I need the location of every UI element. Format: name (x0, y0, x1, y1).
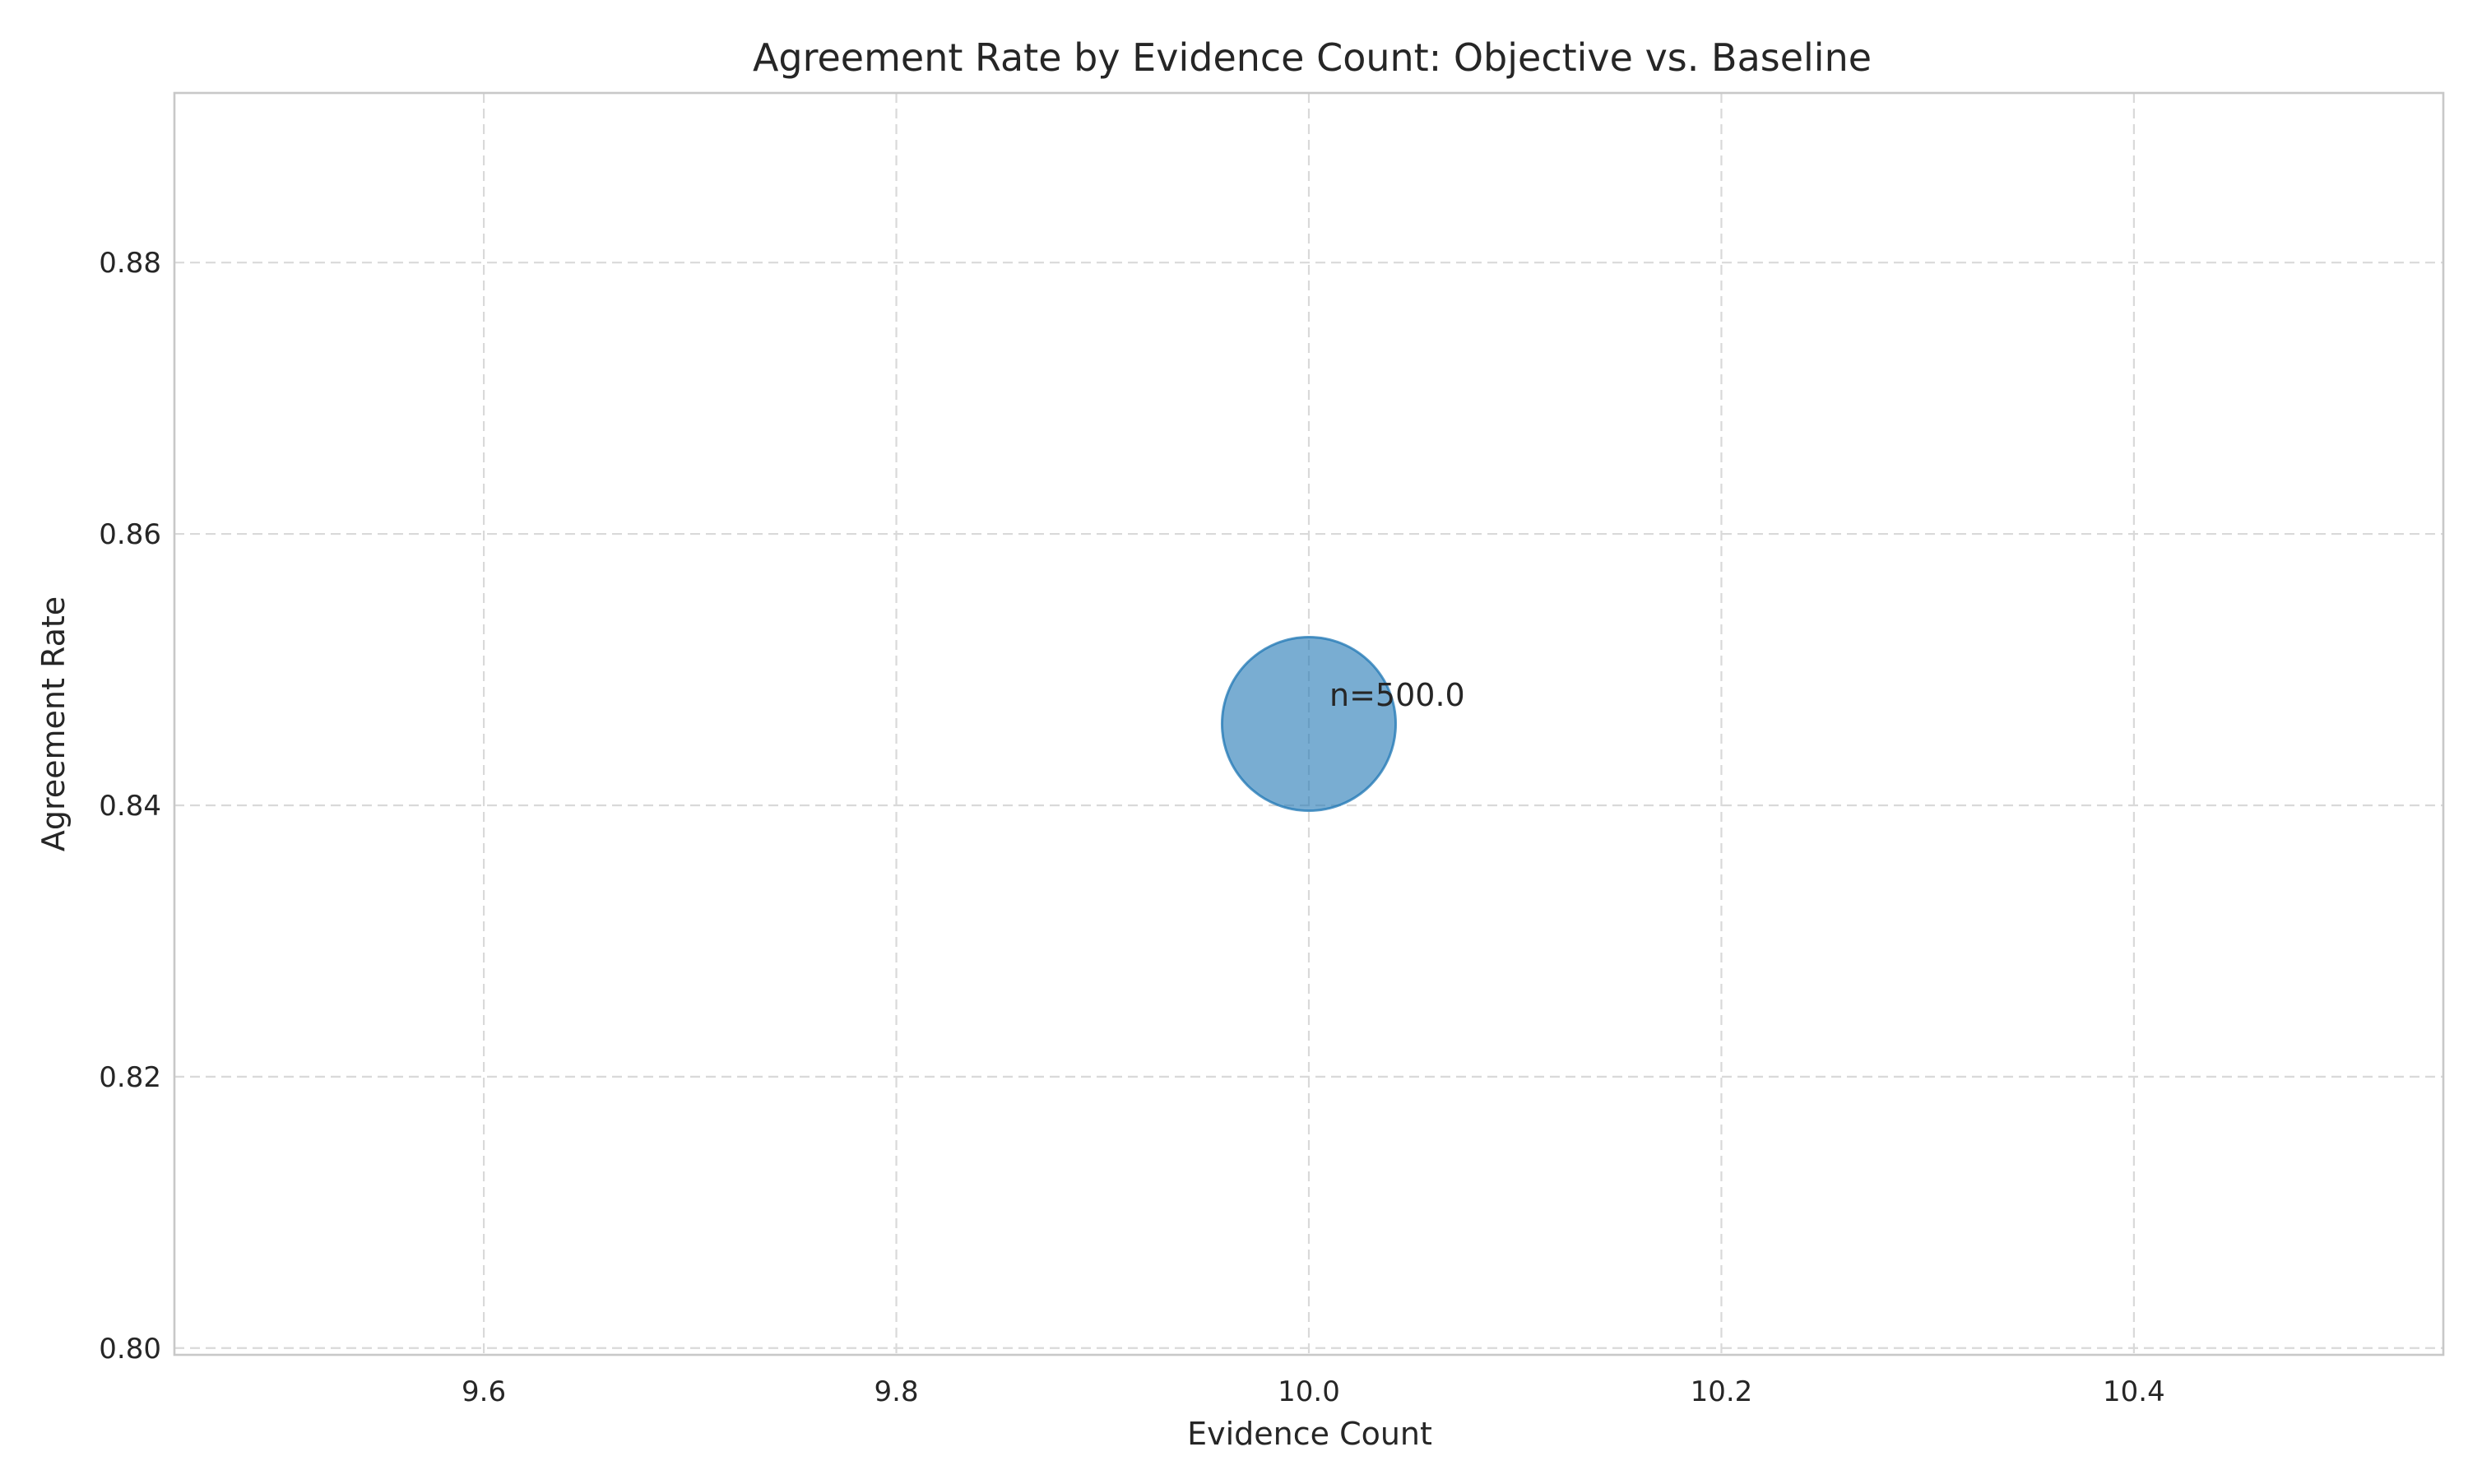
y-tick-label: 0.80 (99, 1333, 161, 1366)
data-point-bubble (1220, 635, 1398, 813)
data-points: n=500.0 (1220, 635, 1465, 813)
x-tick-label: 10.4 (2103, 1375, 2165, 1408)
x-axis-label: Evidence Count (1187, 1416, 1432, 1452)
x-tick-label: 9.6 (462, 1375, 506, 1408)
x-tick-label: 9.8 (874, 1375, 919, 1408)
chart-title: Agreement Rate by Evidence Count: Object… (753, 35, 1872, 80)
y-axis-label: Agreement Rate (35, 596, 72, 851)
y-tick-label: 0.82 (99, 1061, 161, 1094)
plot-frame (173, 91, 2445, 1356)
y-tick-label: 0.86 (99, 518, 161, 551)
x-tick-label: 10.0 (1278, 1375, 1340, 1408)
x-tick-label: 10.2 (1691, 1375, 1753, 1408)
x-tick-labels: 9.6 9.8 10.0 10.2 10.4 (462, 1375, 2165, 1408)
data-point-label: n=500.0 (1329, 677, 1465, 713)
y-tick-labels: 0.80 0.82 0.84 0.86 0.88 (99, 247, 161, 1366)
y-tick-label: 0.88 (99, 247, 161, 280)
y-tick-label: 0.84 (99, 790, 161, 823)
